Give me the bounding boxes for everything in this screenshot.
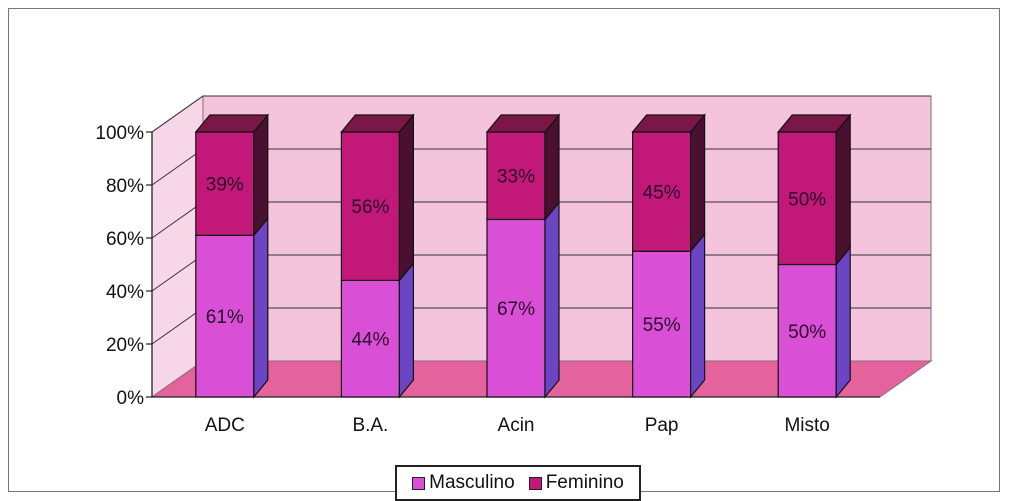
- bar-top: [631, 114, 706, 133]
- x-tick-label: B.A.: [352, 415, 388, 436]
- chart-plot: 0% 20% 40% 60% 80% 100% 61% 39% ADC 44% 56% B.A. 67%…: [95, 95, 933, 436]
- data-label-feminino: 56%: [351, 197, 389, 218]
- x-tick-label: Misto: [784, 415, 829, 436]
- y-tick-label: 60%: [106, 229, 144, 250]
- bar-feminino-front: [486, 131, 546, 221]
- bar-feminino-side: [253, 113, 269, 238]
- bar-masculino-side: [544, 200, 560, 399]
- bar-masculino-front: [631, 250, 692, 398]
- bar-top: [485, 114, 561, 133]
- bar-masculino-front: [486, 218, 546, 398]
- data-label-masculino: 55%: [643, 315, 681, 336]
- data-label-feminino: 39%: [206, 175, 244, 196]
- data-label-masculino: 50%: [788, 322, 826, 343]
- bar-feminino-side: [689, 113, 706, 253]
- bar-feminino-side: [398, 113, 414, 283]
- y-tick-label: 40%: [106, 282, 144, 303]
- bar-masculino-front: [340, 279, 400, 398]
- bar-feminino-side: [544, 113, 560, 222]
- data-label-masculino: 61%: [206, 307, 244, 328]
- legend: Masculino Feminino: [395, 465, 641, 501]
- data-label-feminino: 33%: [497, 167, 535, 188]
- data-label-masculino: 67%: [497, 299, 535, 320]
- bar-masculino-side: [398, 261, 414, 399]
- x-tick-label: Acin: [498, 415, 535, 436]
- legend-item-feminino: Feminino: [528, 472, 624, 494]
- bar-feminino-side: [835, 113, 851, 267]
- bar-masculino-side: [835, 245, 851, 399]
- bar-top: [776, 114, 852, 133]
- gridline: [151, 95, 931, 133]
- bar-top: [194, 114, 270, 133]
- x-tick-label: Pap: [645, 415, 679, 436]
- bar-feminino-front: [631, 131, 692, 252]
- data-label-feminino: 50%: [788, 189, 826, 210]
- x-tick-label: ADC: [205, 415, 245, 436]
- y-tick-label: 80%: [106, 176, 144, 197]
- bar-feminino-front: [340, 131, 400, 281]
- y-tick-label: 0%: [117, 388, 145, 409]
- bar-top: [340, 114, 415, 133]
- legend-swatch-feminino: [528, 476, 542, 490]
- bar-masculino-side: [253, 216, 269, 399]
- legend-swatch-masculino: [412, 476, 426, 490]
- legend-label-feminino: Feminino: [545, 472, 624, 493]
- legend-label-masculino: Masculino: [429, 472, 515, 493]
- bar-masculino-side: [689, 232, 706, 399]
- data-label-feminino: 45%: [643, 183, 681, 204]
- chart-frame: 0% 20% 40% 60% 80% 100% 61% 39% ADC 44% 56% B.A. 67%…: [8, 8, 1000, 501]
- data-label-masculino: 44%: [351, 330, 389, 351]
- legend-item-masculino: Masculino: [412, 472, 515, 494]
- y-tick-label: 100%: [95, 123, 144, 144]
- y-tick-label: 20%: [106, 335, 144, 356]
